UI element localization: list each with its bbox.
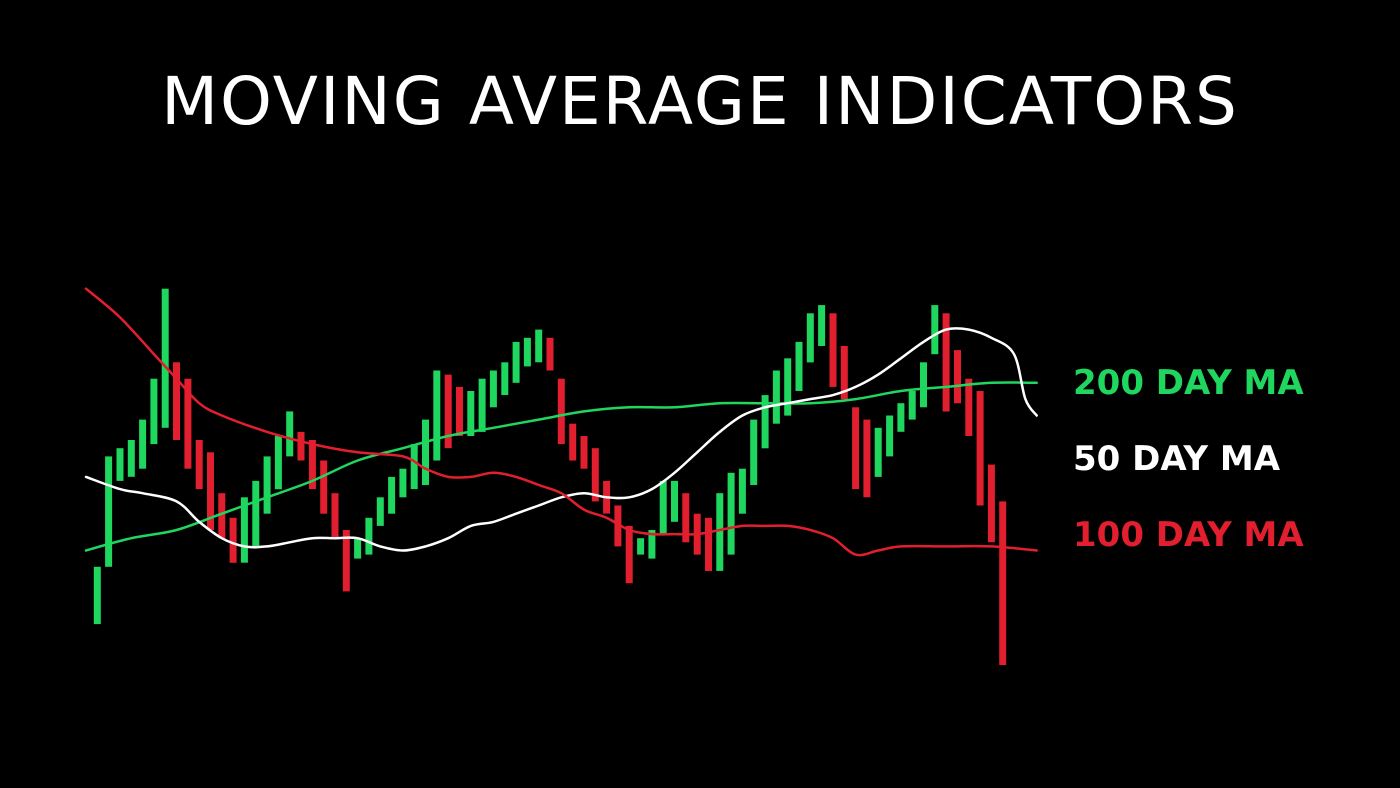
candle-up-40	[535, 329, 543, 363]
candle-up-74	[920, 362, 927, 408]
candle-up-59	[750, 419, 758, 485]
candle-up-31	[433, 370, 441, 461]
candle-up-61	[772, 370, 780, 424]
candle-up-52	[671, 480, 678, 522]
candle-down-69	[863, 419, 871, 498]
candle-down-55	[705, 517, 712, 571]
ma-line-200-day-ma	[84, 381, 1038, 552]
candle-down-76	[942, 313, 950, 412]
candle-up-1	[93, 566, 101, 625]
candle-up-73	[908, 391, 916, 420]
candle-down-12	[218, 493, 226, 539]
candle-up-35	[478, 378, 486, 432]
candle-up-63	[795, 341, 803, 391]
candle-down-44	[580, 436, 588, 469]
candle-down-22	[331, 493, 339, 539]
candle-up-5	[139, 419, 147, 469]
moving-average-lines	[84, 287, 1038, 557]
candle-down-13	[229, 517, 237, 563]
candle-up-49	[637, 538, 645, 555]
candle-up-71	[886, 415, 894, 457]
candle-up-14	[240, 497, 248, 563]
ma-line-100-day-ma	[84, 287, 1038, 557]
candle-up-28	[399, 468, 407, 498]
candle-down-47	[614, 505, 622, 547]
candle-up-37	[501, 362, 509, 395]
candle-down-77	[954, 350, 961, 404]
candle-down-48	[625, 525, 633, 584]
candle-up-38	[512, 341, 520, 383]
candle-down-43	[569, 423, 577, 461]
candle-up-15	[252, 480, 260, 547]
candle-up-25	[365, 517, 373, 555]
legend-label-50-day-ma: 50 DAY MA	[1073, 439, 1281, 479]
candle-up-51	[659, 480, 667, 535]
candle-down-19	[297, 431, 305, 461]
candle-down-79	[976, 391, 984, 506]
candle-down-32	[444, 374, 452, 449]
candle-down-53	[682, 493, 690, 543]
candle-down-66	[829, 313, 837, 387]
candle-up-65	[818, 305, 826, 346]
candle-down-33	[456, 386, 463, 436]
candle-down-67	[840, 346, 848, 400]
candle-up-26	[376, 497, 384, 526]
candlestick-group	[93, 288, 1007, 665]
candle-down-78	[965, 378, 973, 436]
candle-up-17	[274, 436, 282, 490]
candle-up-24	[354, 538, 362, 559]
candle-up-6	[150, 378, 158, 445]
candle-down-8	[173, 362, 180, 440]
candle-up-34	[467, 391, 475, 436]
candle-down-23	[342, 530, 350, 592]
candle-up-58	[738, 468, 746, 514]
legend-label-200-day-ma: 200 DAY MA	[1073, 363, 1304, 403]
legend-label-100-day-ma: 100 DAY MA	[1073, 515, 1304, 555]
candle-down-81	[999, 501, 1007, 665]
candle-down-45	[591, 448, 599, 502]
ma-line-50-day-ma	[84, 327, 1038, 552]
candle-up-3	[116, 448, 124, 481]
candle-down-41	[546, 337, 554, 371]
candle-down-80	[987, 464, 995, 543]
chart-title: MOVING AVERAGE INDICATORS	[161, 63, 1239, 140]
candle-down-9	[184, 378, 192, 469]
candle-up-39	[523, 337, 531, 367]
candle-down-21	[320, 460, 328, 514]
candle-up-18	[286, 411, 294, 457]
candle-down-11	[207, 452, 214, 530]
candle-down-10	[195, 440, 203, 490]
candle-up-27	[388, 476, 396, 514]
candle-up-29	[410, 444, 418, 490]
candle-up-62	[784, 358, 792, 416]
candle-up-7	[161, 288, 169, 428]
candle-down-68	[852, 407, 860, 490]
candle-up-60	[761, 395, 769, 449]
candle-up-64	[806, 313, 814, 363]
candle-up-4	[127, 440, 135, 477]
candle-up-30	[422, 419, 429, 485]
candle-up-70	[874, 427, 882, 477]
candle-up-57	[727, 472, 735, 555]
candle-up-56	[716, 493, 724, 571]
candle-down-42	[557, 378, 565, 445]
candle-up-72	[897, 403, 905, 432]
candle-up-75	[931, 305, 939, 355]
candle-up-2	[105, 456, 113, 567]
chart-legend: 200 DAY MA 50 DAY MA 100 DAY MA	[1073, 363, 1304, 555]
candle-up-16	[263, 456, 271, 514]
candle-down-20	[308, 440, 316, 490]
candle-up-36	[489, 370, 497, 408]
candle-up-50	[648, 530, 656, 559]
